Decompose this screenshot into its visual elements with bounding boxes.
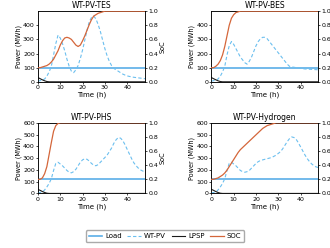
Title: WT-PV-PHS: WT-PV-PHS — [71, 113, 112, 122]
Legend: Load, WT-PV, LPSP, SOC: Load, WT-PV, LPSP, SOC — [86, 230, 244, 242]
X-axis label: Time (h): Time (h) — [77, 203, 106, 210]
Title: WT-PV-BES: WT-PV-BES — [245, 1, 285, 10]
Y-axis label: Power (MWh): Power (MWh) — [188, 137, 195, 180]
X-axis label: Time (h): Time (h) — [250, 203, 280, 210]
Title: WT-PV-Hydrogen: WT-PV-Hydrogen — [233, 113, 297, 122]
X-axis label: Time (h): Time (h) — [250, 92, 280, 98]
Y-axis label: Power (MWh): Power (MWh) — [15, 137, 22, 180]
X-axis label: Time (h): Time (h) — [77, 92, 106, 98]
Y-axis label: SoC: SoC — [159, 40, 165, 53]
Title: WT-PV-TES: WT-PV-TES — [72, 1, 111, 10]
Y-axis label: SoC: SoC — [159, 152, 165, 164]
Y-axis label: Power (MWh): Power (MWh) — [15, 25, 22, 68]
Y-axis label: Power (MWh): Power (MWh) — [188, 25, 195, 68]
